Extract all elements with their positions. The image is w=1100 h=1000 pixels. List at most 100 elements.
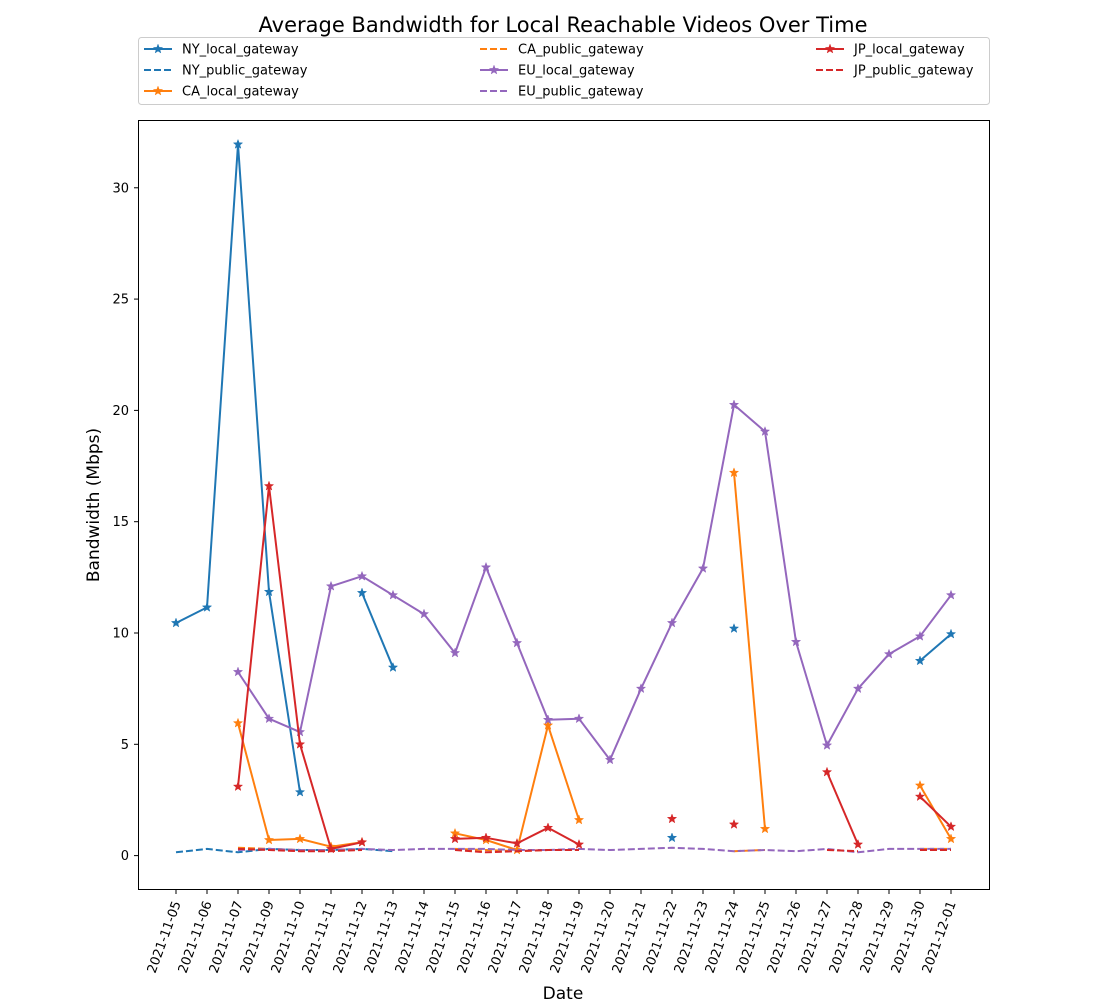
data-point — [945, 628, 957, 639]
legend-item-ca-public-gateway: CA_public_gateway — [480, 43, 644, 58]
y-tick-label: 20 — [112, 404, 129, 419]
data-point — [821, 766, 833, 777]
data-point — [263, 713, 275, 724]
data-point — [356, 587, 368, 598]
legend-label: EU_public_gateway — [518, 85, 644, 100]
data-point — [542, 714, 554, 725]
data-point — [480, 561, 492, 572]
data-point — [232, 138, 244, 149]
data-point — [511, 637, 523, 648]
data-point — [232, 717, 244, 728]
data-point — [263, 480, 275, 491]
data-point — [945, 821, 957, 832]
data-point — [542, 822, 554, 833]
legend-marker — [488, 64, 500, 75]
data-point — [263, 586, 275, 597]
series-ny-public-gateway — [175, 847, 394, 854]
series-line — [237, 403, 952, 761]
series-line — [361, 592, 394, 668]
data-point — [480, 832, 492, 843]
chart-title: Average Bandwidth for Local Reachable Vi… — [259, 13, 868, 37]
plot-frame — [138, 120, 990, 890]
y-tick-label: 15 — [112, 515, 129, 530]
data-point — [635, 683, 647, 694]
data-point — [914, 779, 926, 790]
legend-item-ny-local-gateway: NY_local_gateway — [144, 43, 299, 58]
data-point — [449, 833, 461, 844]
legend-item-ca-local-gateway: CA_local_gateway — [144, 85, 299, 100]
legend-item-jp-public-gateway: JP_public_gateway — [816, 64, 974, 79]
legend-label: EU_local_gateway — [518, 64, 635, 79]
data-point — [821, 739, 833, 750]
data-point — [511, 837, 523, 848]
y-tick-label: 30 — [112, 181, 129, 196]
data-point — [356, 570, 368, 581]
series-line — [175, 847, 394, 854]
data-point — [449, 647, 461, 658]
series-line — [454, 849, 579, 854]
legend-label: JP_local_gateway — [853, 43, 965, 58]
data-point — [759, 426, 771, 436]
series-line — [237, 847, 363, 853]
y-axis-label: Bandwidth (Mbps) — [84, 428, 104, 582]
series-jp-local-gateway — [232, 480, 957, 854]
y-tick-label: 25 — [112, 293, 129, 308]
series-ca-local-gateway — [232, 467, 957, 855]
y-axis: 0 5 10 15 20 25 30 — [112, 181, 139, 864]
series-line — [826, 771, 859, 845]
data-point — [666, 832, 678, 843]
legend-item-jp-local-gateway: JP_local_gateway — [816, 43, 965, 58]
series-line — [733, 472, 766, 829]
data-point — [914, 655, 926, 666]
series-jp-public-gateway — [237, 847, 951, 854]
data-point — [666, 617, 678, 628]
series-line — [454, 724, 580, 851]
series-ny-local-gateway — [170, 138, 957, 843]
data-point — [914, 630, 926, 641]
data-point — [759, 823, 771, 834]
plot-area — [170, 138, 957, 855]
legend-marker — [824, 43, 836, 54]
y-tick-label: 10 — [112, 627, 129, 642]
data-point — [728, 399, 740, 410]
data-point — [325, 580, 337, 591]
legend-frame — [138, 37, 990, 105]
series-line — [826, 849, 859, 853]
data-point — [201, 601, 213, 612]
data-point — [728, 467, 740, 478]
data-point — [604, 754, 616, 765]
legend-label: NY_public_gateway — [182, 64, 308, 79]
x-axis-label: Date — [543, 984, 584, 1000]
data-point — [573, 838, 585, 849]
data-point — [728, 818, 740, 829]
legend-item-eu-public-gateway: EU_public_gateway — [480, 85, 644, 100]
data-point — [294, 786, 306, 797]
series-line — [175, 143, 301, 793]
series-line — [919, 633, 952, 662]
data-point — [170, 617, 182, 628]
legend-label: NY_local_gateway — [182, 43, 299, 58]
data-point — [914, 791, 926, 802]
data-point — [790, 636, 802, 647]
data-point — [294, 738, 306, 749]
legend-label: CA_public_gateway — [518, 43, 644, 58]
data-point — [387, 589, 399, 600]
data-point — [573, 814, 585, 825]
data-point — [728, 623, 740, 634]
series-line — [919, 795, 952, 828]
legend-marker — [152, 85, 164, 96]
data-point — [263, 834, 275, 845]
data-point — [542, 719, 554, 730]
series-eu-local-gateway — [232, 399, 957, 765]
data-point — [356, 836, 368, 847]
data-point — [945, 589, 957, 600]
legend-item-ny-public-gateway: NY_public_gateway — [144, 64, 308, 79]
y-tick-label: 5 — [121, 738, 129, 753]
data-point — [852, 838, 864, 849]
data-point — [883, 648, 895, 659]
data-point — [418, 608, 430, 619]
legend-item-eu-local-gateway: EU_local_gateway — [480, 64, 635, 79]
data-point — [294, 833, 306, 844]
data-point — [232, 781, 244, 792]
